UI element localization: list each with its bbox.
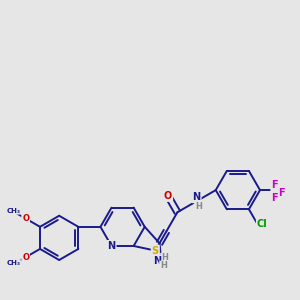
Text: CH₃: CH₃ <box>6 208 20 214</box>
Text: O: O <box>164 191 172 201</box>
Text: O: O <box>22 214 29 223</box>
Text: O: O <box>22 253 29 262</box>
Text: Cl: Cl <box>257 219 268 229</box>
Text: F: F <box>278 188 285 198</box>
Text: F: F <box>271 193 278 203</box>
Text: H: H <box>195 202 202 211</box>
Text: N: N <box>107 241 116 251</box>
Text: N: N <box>193 192 201 202</box>
Text: H: H <box>161 254 168 262</box>
Text: CH₃: CH₃ <box>6 260 20 266</box>
Text: F: F <box>271 180 278 190</box>
Text: H: H <box>160 262 167 271</box>
Text: S: S <box>152 246 159 256</box>
Text: N: N <box>153 256 161 266</box>
